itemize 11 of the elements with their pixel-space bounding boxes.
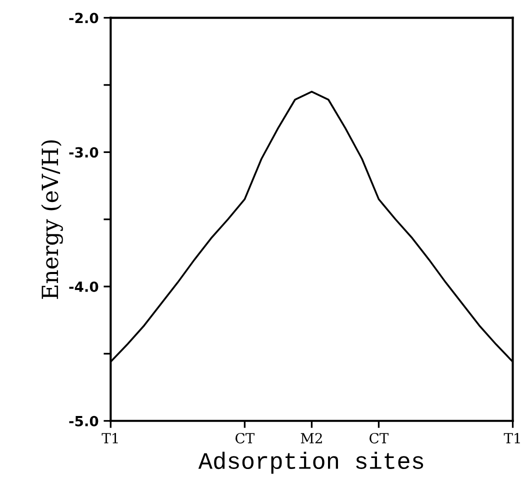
- x-tick-label: T1: [102, 432, 118, 444]
- x-tick-label: CT: [236, 432, 255, 444]
- x-tick-label: T1: [504, 432, 520, 444]
- x-tick-label: M2: [300, 432, 322, 444]
- y-tick-label: -2.0: [69, 12, 98, 24]
- y-tick-label: -5.0: [69, 416, 98, 426]
- x-axis-title: Adsorption sites: [198, 452, 424, 474]
- y-axis-title: Energy (eV/H): [41, 140, 63, 299]
- y-tick-label: -3.0: [69, 147, 98, 158]
- x-tick-label: CT: [370, 432, 389, 444]
- y-tick-label: -4.0: [69, 281, 98, 292]
